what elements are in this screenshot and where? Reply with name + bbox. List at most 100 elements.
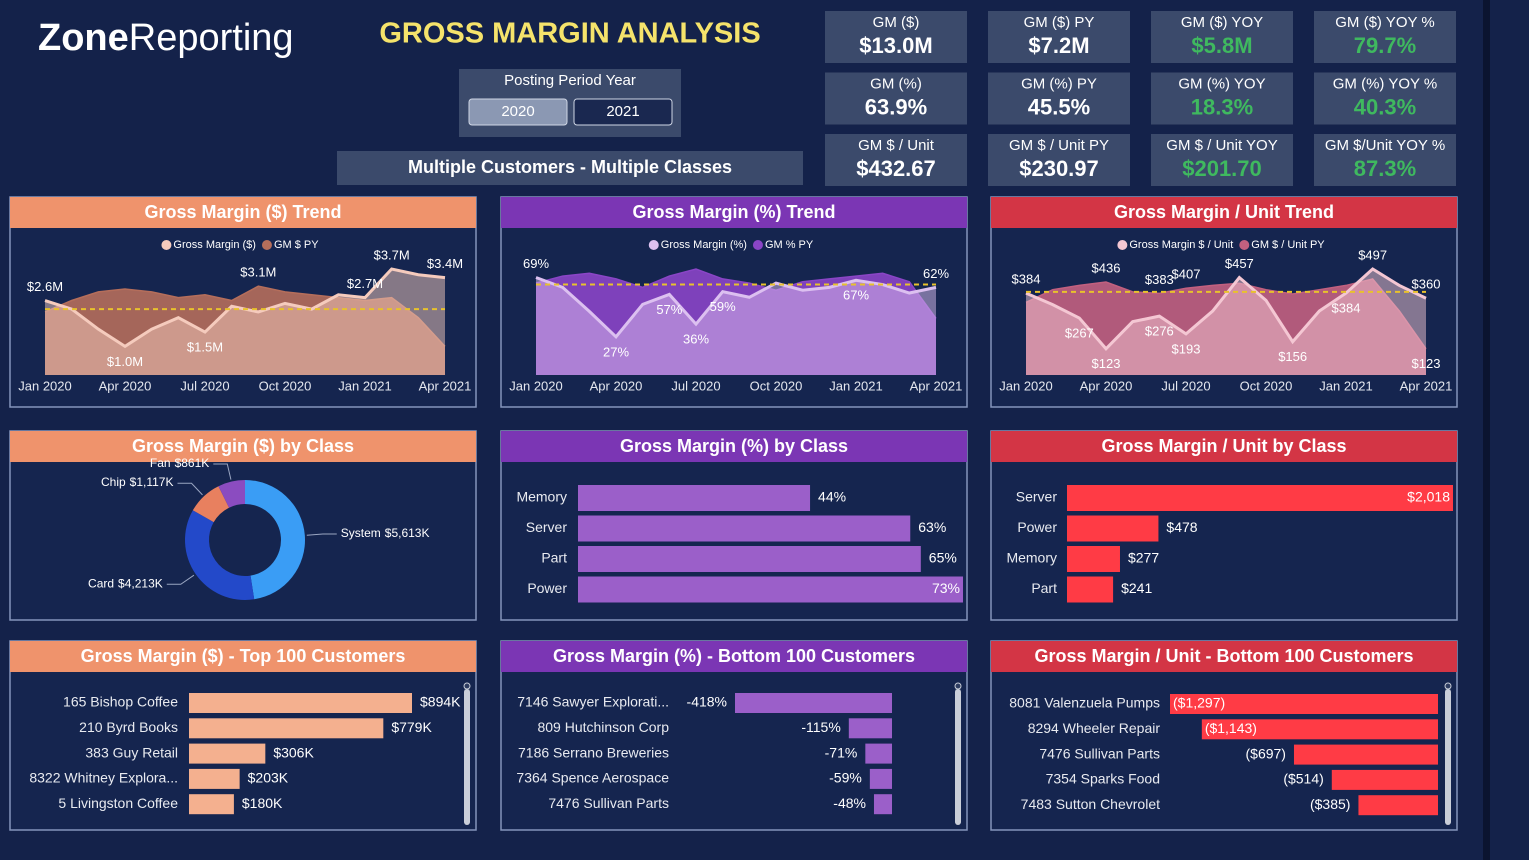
category-label: Part bbox=[541, 550, 567, 566]
data-label: $123 bbox=[1092, 356, 1121, 371]
data-label: $478 bbox=[1166, 519, 1197, 535]
data-label: -48% bbox=[833, 795, 866, 811]
category-label: 210 Byrd Books bbox=[79, 719, 178, 735]
legend-label: Gross Margin (%) bbox=[661, 239, 747, 251]
category-label: Server bbox=[1016, 489, 1058, 505]
x-tick-label: Oct 2020 bbox=[1240, 378, 1293, 393]
category-label: 809 Hutchinson Corp bbox=[537, 719, 669, 735]
kpi-card bbox=[1314, 72, 1456, 125]
filter-text: Multiple Customers - Multiple Classes bbox=[408, 157, 732, 177]
kpi-label: GM $ / Unit PY bbox=[1009, 137, 1109, 154]
kpi-label: GM ($) YOY bbox=[1181, 14, 1263, 31]
kpi-label: GM $ / Unit YOY bbox=[1166, 137, 1277, 154]
data-label: 27% bbox=[603, 344, 629, 359]
data-label: $2,018 bbox=[1407, 489, 1450, 505]
chart-title: Gross Margin / Unit - Bottom 100 Custome… bbox=[1034, 646, 1413, 666]
logo-bold: Zone bbox=[38, 17, 129, 59]
slice-value: $861K bbox=[175, 456, 210, 470]
donut-slice bbox=[192, 486, 230, 523]
kpi-card bbox=[1314, 134, 1456, 186]
x-tick-label: Jan 2021 bbox=[1319, 378, 1373, 393]
bar bbox=[1067, 576, 1114, 603]
kpi-label: GM (%) YOY % bbox=[1333, 75, 1437, 92]
data-label: $384 bbox=[1012, 272, 1041, 287]
panel-header bbox=[501, 641, 967, 672]
slicer-option[interactable] bbox=[573, 98, 673, 126]
slice-category: System bbox=[341, 526, 381, 540]
area bbox=[536, 277, 936, 375]
line bbox=[1025, 267, 1427, 351]
bar bbox=[1067, 515, 1159, 542]
x-tick-label: Apr 2021 bbox=[1400, 378, 1453, 393]
slice-label: Fan $861K bbox=[150, 456, 209, 470]
leader-line bbox=[166, 574, 195, 585]
category-label: 383 Guy Retail bbox=[85, 744, 178, 760]
category-label: 5 Livingston Coffee bbox=[58, 795, 178, 811]
category-label: 7364 Spence Aerospace bbox=[516, 770, 669, 786]
leader-line bbox=[177, 482, 203, 496]
data-label: $1.5M bbox=[187, 339, 223, 354]
kpi-card bbox=[988, 72, 1130, 125]
data-label: ($697) bbox=[1246, 745, 1286, 761]
legend-label: Gross Margin $ / Unit bbox=[1129, 239, 1233, 251]
bar bbox=[189, 743, 266, 764]
kpi-card bbox=[825, 134, 967, 186]
data-label: $894K bbox=[420, 694, 461, 710]
data-label: ($1,143) bbox=[1205, 720, 1257, 736]
panel-header bbox=[501, 431, 967, 462]
bar bbox=[1067, 546, 1120, 572]
kpi-value: $7.2M bbox=[1028, 33, 1089, 58]
scrollbar-thumb bbox=[1445, 689, 1451, 825]
kpi-value: 79.7% bbox=[1354, 33, 1416, 58]
slice-category: Chip bbox=[101, 475, 126, 489]
leader-line bbox=[306, 533, 337, 536]
x-tick-label: Jul 2020 bbox=[180, 378, 229, 393]
chart-title: Gross Margin / Unit by Class bbox=[1101, 436, 1346, 456]
kpi-card bbox=[988, 134, 1130, 186]
kpi-card bbox=[1151, 134, 1293, 186]
slicer-option-label[interactable]: 2021 bbox=[606, 103, 639, 120]
slicer-option[interactable] bbox=[468, 98, 568, 126]
line bbox=[535, 268, 937, 319]
bar bbox=[578, 485, 811, 511]
chart-title: Gross Margin / Unit Trend bbox=[1114, 202, 1334, 222]
x-tick-label: Oct 2020 bbox=[750, 378, 803, 393]
data-label: $203K bbox=[248, 770, 289, 786]
kpi-value: 18.3% bbox=[1191, 94, 1253, 119]
slice-category: Fan bbox=[150, 456, 171, 470]
chart-title: Gross Margin (%) Trend bbox=[632, 202, 835, 222]
x-tick-label: Jul 2020 bbox=[1161, 378, 1210, 393]
panel-header bbox=[991, 197, 1457, 228]
panel-header bbox=[10, 431, 476, 462]
kpi-value: $13.0M bbox=[859, 33, 932, 58]
dashboard-title: GROSS MARGIN ANALYSIS bbox=[379, 18, 760, 50]
category-label: 7146 Sawyer Explorati... bbox=[517, 694, 669, 710]
category-label: Power bbox=[527, 580, 567, 596]
data-label: 65% bbox=[929, 550, 957, 566]
kpi-value: $5.8M bbox=[1191, 33, 1252, 58]
data-label: $383 bbox=[1145, 272, 1174, 287]
data-label: $360 bbox=[1412, 277, 1441, 292]
kpi-value: $432.67 bbox=[856, 156, 936, 181]
kpi-card bbox=[825, 72, 967, 125]
chart-title: Gross Margin ($) by Class bbox=[132, 436, 354, 456]
legend: Gross Margin (%) GM % PY bbox=[648, 239, 814, 251]
leader-line bbox=[213, 463, 232, 480]
category-label: 7483 Sutton Chevrolet bbox=[1021, 796, 1160, 812]
category-label: 8322 Whitney Explora... bbox=[29, 770, 178, 786]
kpi-card bbox=[1151, 72, 1293, 125]
data-label: $193 bbox=[1172, 341, 1201, 356]
data-label: ($514) bbox=[1283, 771, 1323, 787]
donut-slice bbox=[184, 510, 255, 600]
panel-header bbox=[10, 641, 476, 672]
line bbox=[535, 276, 937, 340]
scrollbar-arrow bbox=[954, 682, 962, 690]
legend-label: GM % PY bbox=[765, 239, 814, 251]
category-label: 7354 Sparks Food bbox=[1046, 771, 1160, 787]
slice-value: $1,117K bbox=[130, 475, 174, 489]
category-label: Power bbox=[1017, 519, 1057, 535]
kpi-label: GM (%) bbox=[870, 75, 922, 92]
slicer-option-label[interactable]: 2020 bbox=[501, 103, 534, 120]
bar bbox=[189, 768, 240, 789]
slice-label: Card $4,213K bbox=[88, 576, 163, 590]
